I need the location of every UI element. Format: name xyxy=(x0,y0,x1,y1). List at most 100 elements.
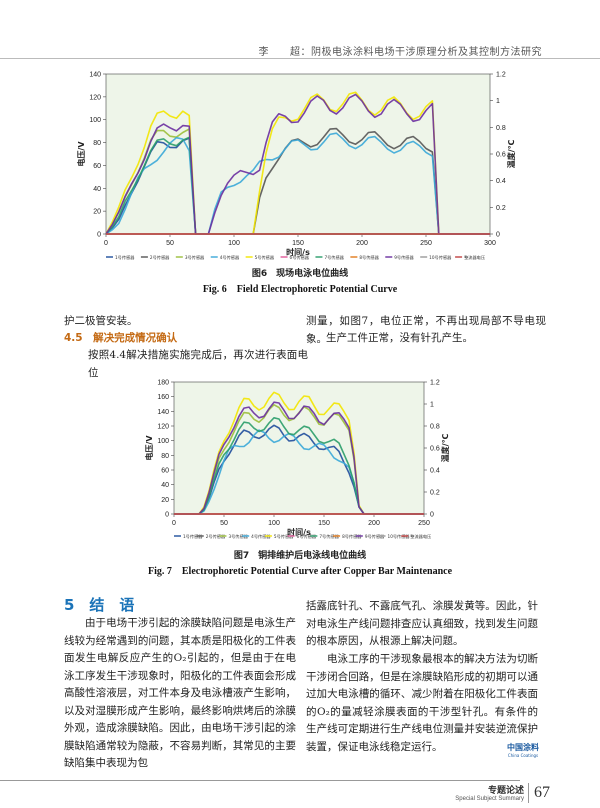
y-tick-label-left: 60 xyxy=(161,468,169,475)
fig7-caption-en: Fig. 7 Electrophoretic Potential Curve a… xyxy=(147,566,453,577)
footer-section-cn: 专题论述 xyxy=(487,786,524,796)
logo-text-cn: 中国涂料 xyxy=(507,743,539,752)
legend-label: 4号传感器 xyxy=(251,533,271,540)
y-tick-label-right: 0.6 xyxy=(430,446,440,453)
y-axis-label-right: 温度/℃ xyxy=(506,139,516,168)
y-tick-label-left: 140 xyxy=(89,72,101,79)
y-axis-label-left: 电压/V xyxy=(76,141,86,167)
mid-left-line1: 护二极管安装。 xyxy=(64,315,138,327)
legend-label: 10号传感器 xyxy=(388,533,411,540)
y-tick-label-right: 0.4 xyxy=(496,178,506,185)
fig6-caption-cn: 图6 现场电泳电位曲线 xyxy=(251,269,349,279)
y-tick-label-left: 160 xyxy=(157,394,169,401)
legend-label: 7号传感器 xyxy=(324,254,344,261)
x-tick-label: 100 xyxy=(268,520,280,527)
subsection-heading: 4.5 解决完成情况确认 xyxy=(64,332,178,344)
y-tick-label-left: 20 xyxy=(161,497,169,504)
x-tick-label: 250 xyxy=(420,240,432,247)
legend-label: 2号传感器 xyxy=(206,533,226,540)
legend-label: 3号传感器 xyxy=(185,254,205,261)
footer-section-en: Special Subject Summary xyxy=(455,796,524,802)
china-coatings-logo: 中国涂料 China Coatings xyxy=(500,742,546,762)
y-axis-label-right: 温度/℃ xyxy=(440,433,450,462)
y-tick-label-left: 80 xyxy=(93,140,101,147)
legend-label: 9号传感器 xyxy=(365,533,385,540)
y-tick-label-left: 0 xyxy=(165,512,169,519)
legend-label: 1号传感器 xyxy=(183,533,203,540)
legend-label: 8号传感器 xyxy=(359,254,379,261)
mid-left-line2: 按照4.4解决措施实施完成后，再次进行表面电位 xyxy=(88,349,308,379)
section-heading: 5 结 语 xyxy=(64,596,135,614)
x-tick-label: 200 xyxy=(356,240,368,247)
header-rule xyxy=(0,58,600,59)
y-tick-label-right: 0.8 xyxy=(430,424,440,431)
y-tick-label-left: 140 xyxy=(157,409,169,416)
y-tick-label-right: 0.2 xyxy=(430,490,440,497)
plot-area xyxy=(105,73,491,235)
y-tick-label-right: 0.6 xyxy=(496,152,506,159)
y-tick-label-left: 120 xyxy=(157,424,169,431)
x-tick-label: 150 xyxy=(292,240,304,247)
x-tick-label: 150 xyxy=(318,520,330,527)
x-tick-label: 250 xyxy=(418,520,430,527)
y-tick-label-right: 0.4 xyxy=(430,468,440,475)
legend-label: 6号传感器 xyxy=(297,533,317,540)
series-line xyxy=(105,91,490,235)
legend-label: 7号传感器 xyxy=(319,533,339,540)
y-tick-label-right: 1.2 xyxy=(430,380,440,387)
y-tick-label-right: 1 xyxy=(496,98,500,105)
y-tick-label-right: 1.2 xyxy=(496,72,506,79)
fig6-caption-en: Fig. 6 Field Electrophoretic Potential C… xyxy=(202,284,398,295)
y-tick-label-left: 100 xyxy=(157,438,169,445)
x-tick-label: 0 xyxy=(104,240,108,247)
legend-label: 整流器电压 xyxy=(464,254,485,261)
legend-label: 整流器电压 xyxy=(410,533,431,540)
fig7-caption-cn: 图7 铜排维护后电泳线电位曲线 xyxy=(233,551,367,561)
x-axis-label: 时间/s xyxy=(287,527,311,537)
conclusion-right-paragraph-1: 括露底针孔、不露底气孔、涂膜发黄等。因此，针对电泳生产线问题排查应认真细致，找到… xyxy=(306,600,538,647)
legend-label: 6号传感器 xyxy=(290,254,310,261)
y-tick-label-right: 0.8 xyxy=(496,125,506,132)
y-tick-label-left: 0 xyxy=(97,232,101,239)
mid-right-line2: 生产工件正常，没有针孔产生。 xyxy=(326,332,473,344)
legend-label: 10号传感器 xyxy=(429,254,452,261)
x-tick-label: 50 xyxy=(220,520,228,527)
mid-right-line1: 测量，如图7，电位正常，不再出现局部不导电现象。 xyxy=(306,315,546,345)
legend-label: 5号传感器 xyxy=(274,533,294,540)
conclusion-left-paragraph: 由于电场干涉引起的涂膜缺陷问题是电泳生产线较为经常遇到的问题，其本质是阳极化的工… xyxy=(64,617,296,769)
logo-text-en: China Coatings xyxy=(507,753,539,758)
fig6-chart: 0 50 100 150 200 250 30002040608010012014000.2… xyxy=(76,72,516,262)
x-tick-label: 300 xyxy=(484,240,496,247)
running-header: 李 超：阴极电泳涂料电场干涉原理分析及其控制方法研究 xyxy=(0,42,600,60)
y-tick-label-left: 20 xyxy=(93,209,101,216)
legend-label: 9号传感器 xyxy=(394,254,414,261)
x-tick-label: 50 xyxy=(166,240,174,247)
y-tick-label-right: 0 xyxy=(496,232,500,239)
legend-label: 8号传感器 xyxy=(342,533,362,540)
footer-rule xyxy=(0,780,520,781)
x-tick-label: 200 xyxy=(368,520,380,527)
legend-label: 1号传感器 xyxy=(115,254,135,261)
x-tick-label: 0 xyxy=(172,520,176,527)
conclusion-right-paragraph-2: 电泳工序的干涉现象最根本的解决方法为切断干涉闭合回路，但是在涂膜缺陷形成的初期可… xyxy=(306,653,538,753)
legend-label: 3号传感器 xyxy=(228,533,248,540)
y-tick-label-left: 120 xyxy=(89,94,101,101)
y-tick-label-left: 60 xyxy=(93,163,101,170)
y-tick-label-left: 180 xyxy=(157,380,169,387)
x-axis-label: 时间/s xyxy=(286,247,310,257)
legend-label: 4号传感器 xyxy=(220,254,240,261)
footer-divider xyxy=(528,783,529,803)
y-tick-label-right: 1 xyxy=(430,402,434,409)
y-tick-label-left: 40 xyxy=(93,186,101,193)
y-tick-label-right: 0.2 xyxy=(496,205,506,212)
legend-label: 5号传感器 xyxy=(255,254,275,261)
page-number: 67 xyxy=(534,784,550,801)
y-axis-label-left: 电压/V xyxy=(144,435,154,461)
y-tick-label-left: 100 xyxy=(89,117,101,124)
legend-label: 2号传感器 xyxy=(150,254,170,261)
series-line xyxy=(105,93,490,235)
plot-area xyxy=(173,381,425,515)
y-tick-label-right: 0 xyxy=(430,512,434,519)
y-tick-label-left: 80 xyxy=(161,453,169,460)
running-header-text: 李 超：阴极电泳涂料电场干涉原理分析及其控制方法研究 xyxy=(258,47,542,58)
